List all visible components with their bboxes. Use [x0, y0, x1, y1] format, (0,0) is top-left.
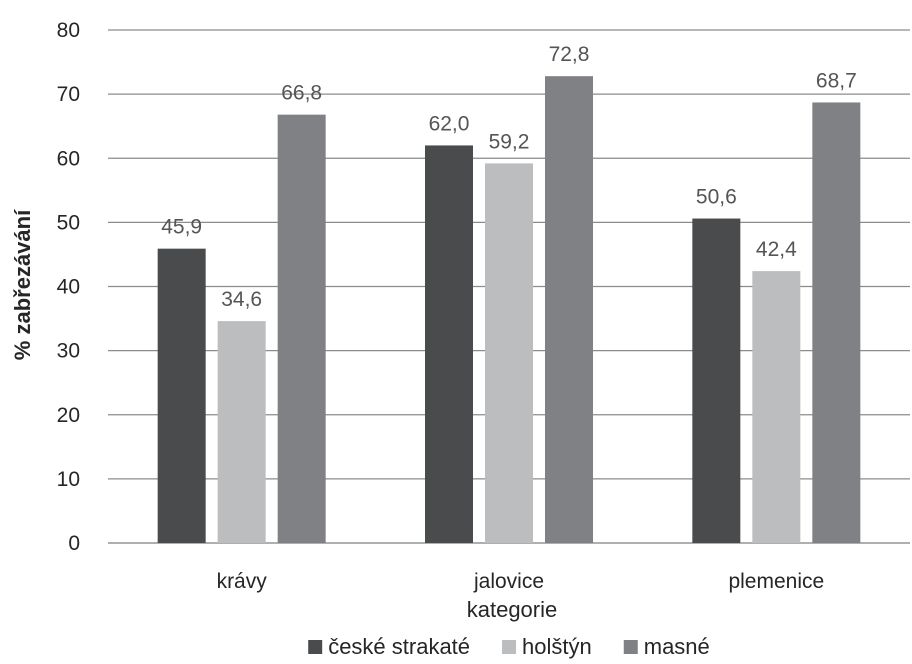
- bars: [157, 76, 861, 544]
- y-axis-title: % zabřezávání: [10, 209, 35, 360]
- data-label: 45,9: [161, 216, 202, 239]
- data-label: 42,4: [756, 238, 797, 261]
- bar: [425, 145, 473, 544]
- bar: [545, 76, 593, 544]
- y-tick-label: 80: [57, 19, 80, 42]
- legend: české strakaté holštýn masné: [308, 634, 710, 659]
- y-tick-label: 70: [57, 83, 80, 106]
- data-label: 50,6: [696, 186, 737, 209]
- bar: [692, 218, 741, 543]
- y-tick-label: 0: [68, 532, 80, 555]
- y-tick-label: 60: [57, 147, 80, 170]
- legend-swatch: [623, 640, 638, 654]
- data-labels: 45,9 34,6 66,8 62,0 59,2 72,8 50,6 42,4 68,7: [161, 43, 857, 311]
- data-label: 68,7: [816, 69, 857, 92]
- y-tick-label: 40: [57, 276, 80, 299]
- x-tick-label: plemenice: [728, 570, 824, 593]
- bar: [485, 163, 533, 543]
- y-tick-label: 20: [57, 404, 80, 427]
- data-label: 62,0: [429, 112, 470, 135]
- x-axis-ticks: krávy jalovice plemenice: [217, 570, 825, 593]
- legend-swatch: [502, 640, 517, 654]
- x-tick-label: jalovice: [473, 570, 544, 593]
- data-label: 66,8: [281, 82, 322, 105]
- legend-label: české strakaté: [328, 634, 470, 659]
- legend-item: české strakaté: [308, 634, 470, 659]
- legend-item: masné: [623, 634, 710, 659]
- data-label: 34,6: [221, 288, 262, 311]
- legend-label: holštýn: [522, 634, 592, 659]
- y-tick-label: 50: [57, 211, 80, 234]
- x-axis-title: kategorie: [467, 597, 558, 622]
- y-tick-label: 10: [57, 468, 80, 491]
- legend-label: masné: [644, 634, 710, 659]
- legend-swatch: [308, 640, 323, 654]
- bar: [752, 271, 801, 543]
- x-tick-label: krávy: [217, 570, 268, 593]
- data-label: 72,8: [549, 43, 590, 66]
- y-axis-ticks: 0 10 20 30 40 50 60 70 80: [57, 19, 80, 555]
- data-label: 59,2: [489, 130, 530, 153]
- bar: [812, 102, 861, 544]
- bar: [157, 248, 206, 543]
- legend-item: holštýn: [502, 634, 592, 659]
- bar: [217, 321, 266, 543]
- y-tick-label: 30: [57, 340, 80, 363]
- bar: [277, 114, 326, 544]
